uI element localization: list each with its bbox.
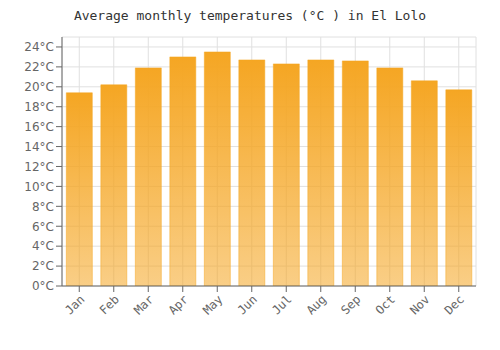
svg-text:24°C: 24°C — [24, 40, 54, 54]
svg-text:Jun: Jun — [235, 292, 260, 317]
svg-text:16°C: 16°C — [24, 120, 54, 134]
svg-text:Feb: Feb — [97, 292, 122, 317]
svg-text:22°C: 22°C — [24, 60, 54, 74]
svg-text:4°C: 4°C — [32, 239, 54, 253]
svg-text:20°C: 20°C — [24, 80, 54, 94]
svg-text:Jul: Jul — [269, 292, 294, 317]
svg-text:10°C: 10°C — [24, 180, 54, 194]
html-text:Average monthly temperatures (: Average monthly temperatures (°C ) in El… — [73, 8, 427, 23]
svg-text:Apr: Apr — [166, 292, 191, 317]
svg-text:2°C: 2°C — [32, 259, 54, 273]
svg-text:Oct: Oct — [373, 292, 398, 317]
svg-text:14°C: 14°C — [24, 140, 54, 154]
svg-text:18°C: 18°C — [24, 100, 54, 114]
svg-text:Nov: Nov — [407, 292, 432, 317]
svg-text:Jan: Jan — [62, 292, 87, 317]
svg-text:Sep: Sep — [338, 292, 363, 317]
svg-text:6°C: 6°C — [32, 220, 54, 234]
svg-text:Mar: Mar — [131, 292, 156, 317]
svg-text:May: May — [200, 292, 225, 317]
svg-text:12°C: 12°C — [24, 160, 54, 174]
svg-text:8°C: 8°C — [32, 200, 54, 214]
svg-text:Aug: Aug — [304, 292, 329, 317]
svg-text:Dec: Dec — [442, 292, 467, 317]
svg-text:0°C: 0°C — [32, 279, 54, 293]
